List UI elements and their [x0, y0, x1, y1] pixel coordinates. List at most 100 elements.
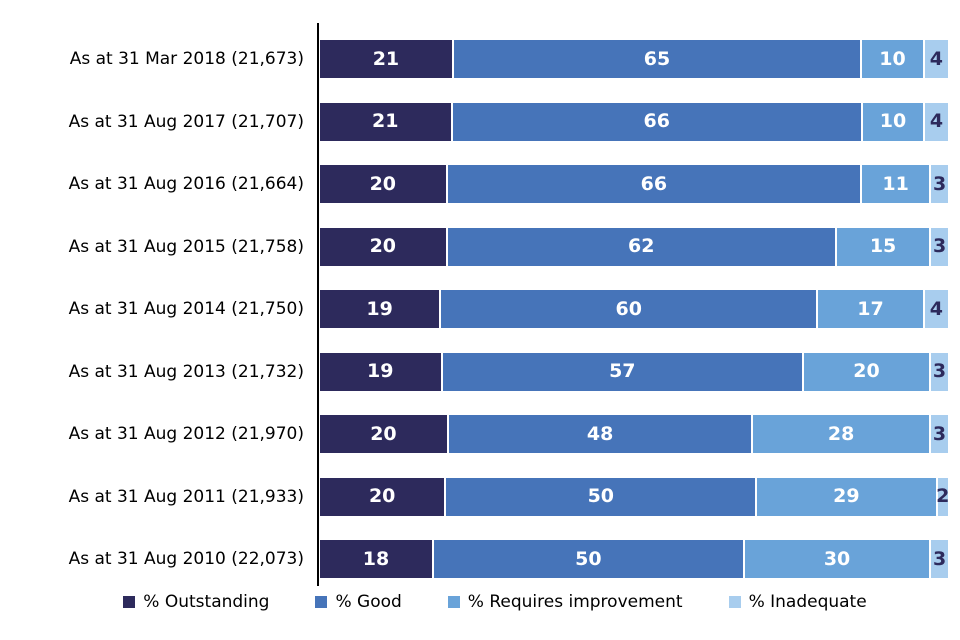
bar-segment-good: 60	[439, 290, 817, 329]
bar-segment-good: 66	[450, 102, 861, 141]
bar-segment-outstanding: 20	[320, 477, 445, 516]
chart-row: As at 31 Mar 2018 (21,673) 21 65 10 4	[0, 28, 948, 91]
value-label: 20	[369, 172, 397, 195]
value-label: 10	[879, 110, 907, 133]
legend-swatch-icon	[123, 596, 136, 608]
value-label: 20	[368, 485, 396, 508]
chart-row: As at 31 Aug 2017 (21,707) 21 66 10 4	[0, 91, 948, 154]
legend-label: % Good	[335, 592, 402, 612]
bar-segment-good: 66	[445, 165, 861, 204]
legend-swatch-icon	[447, 596, 460, 608]
legend-label: % Inadequate	[748, 592, 867, 612]
value-label: 28	[827, 422, 855, 445]
value-label: 10	[879, 47, 906, 70]
value-label: 66	[640, 172, 668, 195]
bar-segment-outstanding: 19	[320, 290, 440, 329]
bar-segment-outstanding: 18	[320, 540, 432, 579]
value-label: 20	[853, 360, 880, 383]
bar-segment-inadequate: 2	[935, 477, 950, 516]
stacked-bar: 20 48 28 3	[320, 415, 948, 454]
category-label: As at 31 Aug 2015 (21,758)	[68, 236, 304, 257]
bar-segment-requires-improvement: 30	[742, 540, 930, 579]
value-label: 50	[587, 485, 615, 508]
stacked-bar: 19 60 17 4	[320, 290, 948, 329]
legend-label: % Outstanding	[143, 592, 270, 612]
value-label: 2	[936, 485, 950, 508]
value-label: 19	[367, 360, 394, 383]
value-label: 66	[643, 110, 670, 133]
bar-segment-requires-improvement: 20	[802, 352, 929, 391]
category-label: As at 31 Mar 2018 (21,673)	[69, 49, 304, 70]
legend-label: % Requires improvement	[467, 592, 683, 612]
chart-row: As at 31 Aug 2016 (21,664) 20 66 11 3	[0, 153, 948, 216]
value-label: 60	[615, 297, 642, 320]
value-label: 18	[362, 547, 390, 570]
bar-segment-inadequate: 4	[922, 290, 948, 329]
bar-segment-requires-improvement: 29	[755, 477, 936, 516]
value-label: 48	[586, 422, 614, 445]
stacked-bar: 20 62 15 3	[320, 227, 948, 266]
chart-row: As at 31 Aug 2011 (21,933) 20 50 29 2	[0, 466, 950, 529]
chart-row: As at 31 Aug 2015 (21,758) 20 62 15 3	[0, 216, 948, 279]
value-label: 20	[369, 235, 397, 258]
bar-segment-good: 62	[445, 227, 835, 266]
value-label: 4	[929, 47, 944, 70]
value-label: 21	[372, 110, 399, 133]
chart-row: As at 31 Aug 2010 (22,073) 18 50 30 3	[0, 528, 948, 591]
legend-item-good: % Good	[315, 592, 402, 612]
bar-segment-inadequate: 3	[929, 540, 948, 579]
value-label: 4	[929, 110, 944, 133]
value-label: 3	[932, 360, 947, 383]
value-label: 62	[628, 235, 655, 258]
bar-segment-outstanding: 20	[320, 165, 446, 204]
bar-segment-requires-improvement: 10	[860, 102, 924, 141]
value-label: 4	[929, 297, 944, 320]
value-label: 19	[366, 297, 393, 320]
bar-segment-good: 50	[444, 477, 756, 516]
legend-item-outstanding: % Outstanding	[123, 592, 269, 612]
value-label: 15	[869, 235, 897, 258]
bar-segment-inadequate: 3	[928, 352, 948, 391]
stacked-bar: 19 57 20 3	[320, 352, 948, 391]
chart-row: As at 31 Aug 2012 (21,970) 20 48 28 3	[0, 403, 948, 466]
bar-segment-outstanding: 19	[320, 352, 441, 391]
value-label: 3	[933, 547, 947, 570]
category-label: As at 31 Aug 2016 (21,664)	[68, 174, 304, 195]
chart-row: As at 31 Aug 2014 (21,750) 19 60 17 4	[0, 278, 948, 341]
bar-segment-outstanding: 21	[320, 102, 451, 141]
value-label: 57	[609, 360, 636, 383]
value-label: 20	[370, 422, 397, 445]
bar-segment-outstanding: 20	[320, 227, 446, 266]
bar-segment-good: 65	[451, 40, 861, 79]
value-label: 3	[932, 422, 947, 445]
stacked-bar: 20 66 11 3	[320, 165, 948, 204]
value-label: 3	[932, 235, 947, 258]
chart-row: As at 31 Aug 2013 (21,732) 19 57 20 3	[0, 341, 948, 404]
bar-segment-good: 48	[446, 415, 752, 454]
category-label: As at 31 Aug 2013 (21,732)	[68, 361, 304, 382]
legend: % Outstanding % Good % Requires improvemen…	[30, 592, 960, 612]
category-label: As at 31 Aug 2012 (21,970)	[68, 424, 304, 445]
category-label: As at 31 Aug 2010 (22,073)	[68, 549, 304, 570]
bar-segment-requires-improvement: 11	[860, 165, 930, 204]
legend-swatch-icon	[315, 596, 328, 608]
bar-segment-inadequate: 4	[923, 102, 948, 141]
y-axis-line	[317, 23, 319, 586]
value-label: 29	[833, 485, 860, 508]
category-label: As at 31 Aug 2014 (21,750)	[68, 299, 304, 320]
bar-segment-good: 50	[431, 540, 743, 579]
bar-segment-inadequate: 3	[928, 415, 948, 454]
stacked-bar: 20 50 29 2	[320, 477, 950, 516]
value-label: 3	[932, 172, 947, 195]
bar-segment-good: 57	[440, 352, 803, 391]
bar-segment-inadequate: 3	[929, 165, 948, 204]
bar-segment-requires-improvement: 15	[834, 227, 930, 266]
bar-segment-requires-improvement: 28	[751, 415, 929, 454]
value-label: 21	[372, 47, 400, 70]
value-label: 50	[575, 547, 602, 570]
legend-item-requires-improvement: % Requires improvement	[447, 592, 683, 612]
value-label: 17	[857, 297, 884, 320]
legend-swatch-icon	[728, 596, 741, 608]
stacked-bar: 21 66 10 4	[320, 102, 948, 141]
